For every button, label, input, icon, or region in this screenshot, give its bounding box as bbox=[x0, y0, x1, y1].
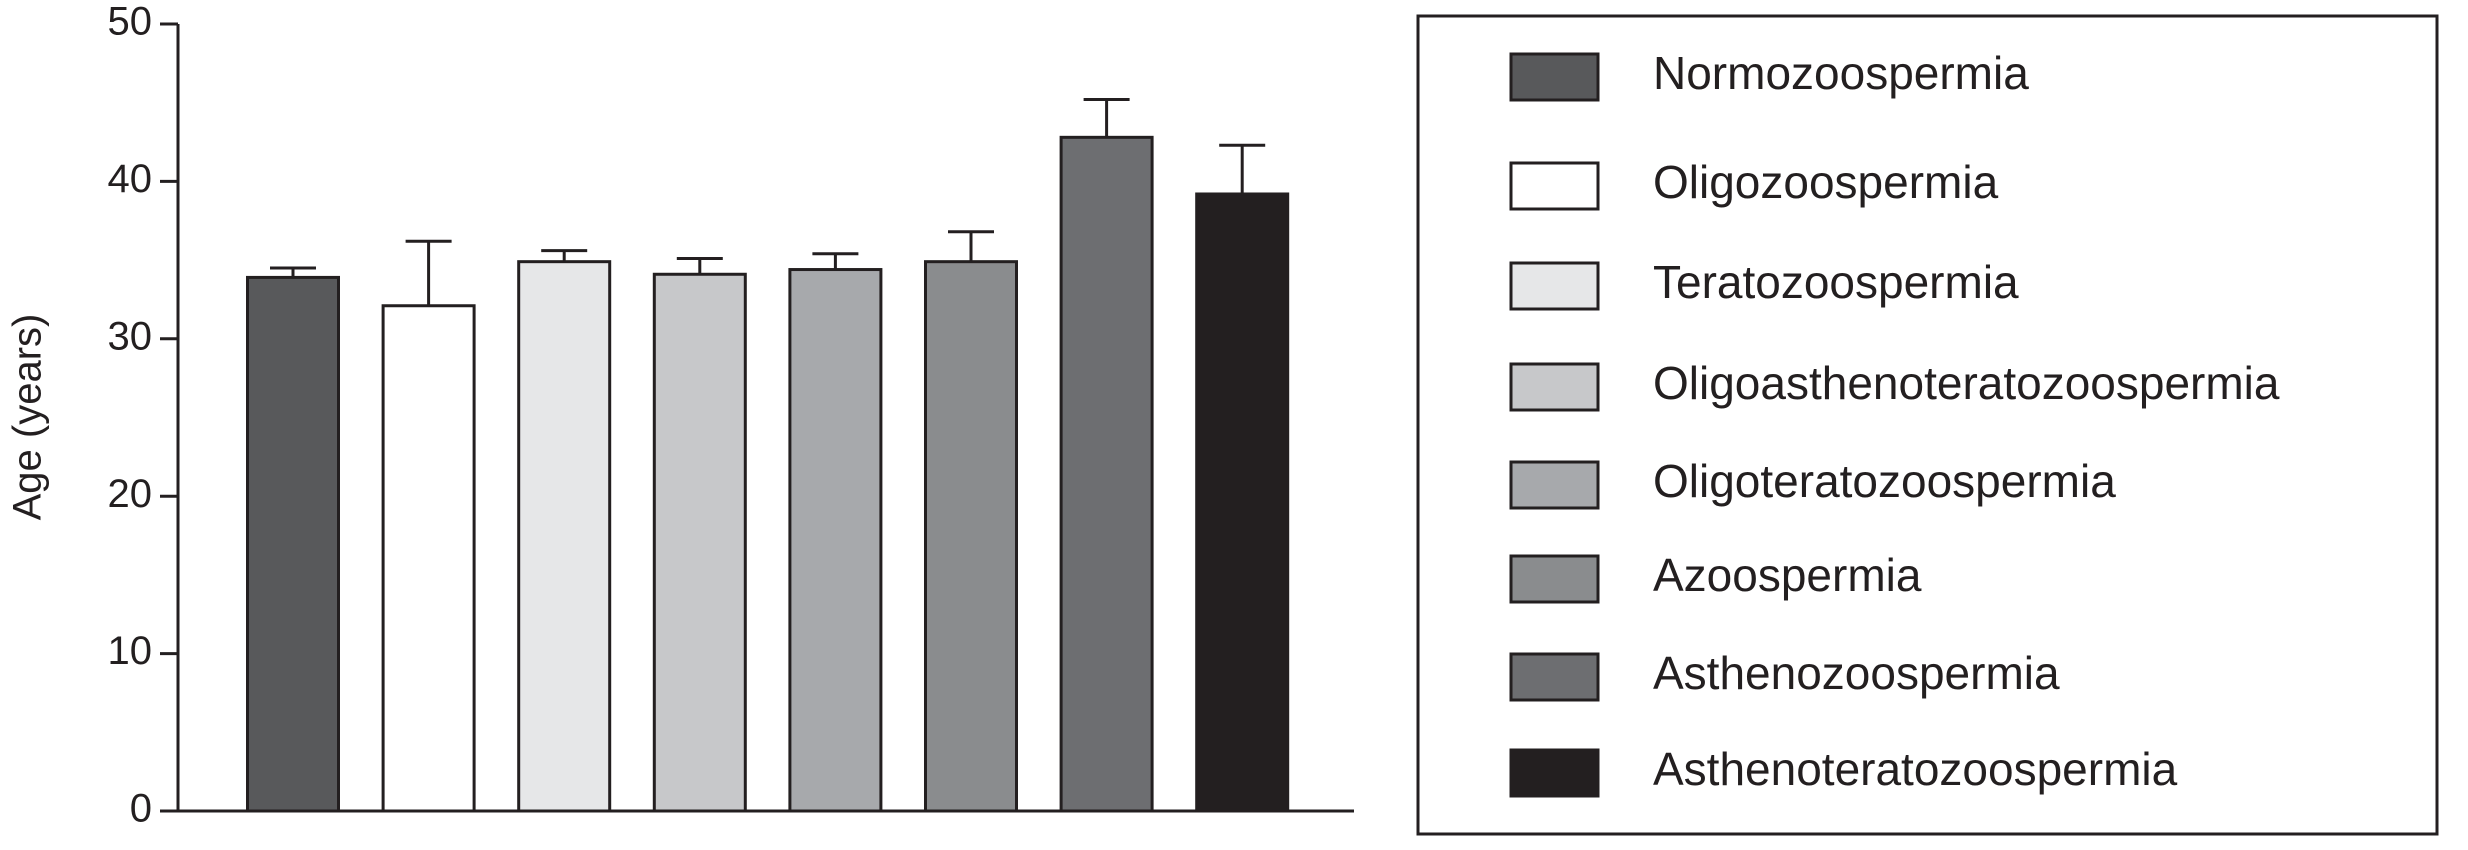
bar bbox=[517, 260, 612, 813]
bar bbox=[788, 268, 883, 813]
legend-swatch bbox=[1509, 52, 1600, 102]
legend-swatch bbox=[1509, 748, 1600, 798]
y-tick-label: 40 bbox=[108, 157, 153, 201]
bar bbox=[1059, 135, 1154, 813]
legend-label: Asthenozoospermia bbox=[1653, 647, 2060, 699]
legend-box bbox=[1416, 14, 2439, 836]
y-tick-label: 50 bbox=[108, 0, 153, 44]
y-tick-label: 20 bbox=[108, 472, 153, 516]
bar bbox=[246, 275, 340, 813]
legend-label: Azoospermia bbox=[1653, 549, 1922, 601]
bar bbox=[1195, 192, 1290, 813]
legend-label: Oligoasthenoteratozoospermia bbox=[1653, 357, 2280, 409]
legend-label: Normozoospermia bbox=[1653, 47, 2029, 99]
y-axis-label: Age (years) bbox=[6, 314, 50, 521]
y-tick-label: 30 bbox=[108, 314, 153, 358]
legend-swatch bbox=[1509, 161, 1600, 211]
legend-swatch bbox=[1509, 362, 1600, 412]
bar bbox=[381, 304, 476, 813]
legend-label: Oligoteratozoospermia bbox=[1653, 455, 2116, 507]
legend-swatch bbox=[1509, 652, 1600, 702]
legend-swatch bbox=[1509, 261, 1600, 311]
legend-label: Asthenoteratozoospermia bbox=[1653, 743, 2178, 795]
legend-swatch bbox=[1509, 460, 1600, 510]
legend-label: Teratozoospermia bbox=[1653, 256, 2019, 308]
bar bbox=[924, 260, 1018, 813]
legend-label: Oligozoospermia bbox=[1653, 156, 1999, 208]
legend-swatch bbox=[1509, 554, 1600, 604]
y-tick-label: 10 bbox=[108, 629, 153, 673]
y-tick-label: 0 bbox=[130, 787, 152, 831]
bar bbox=[652, 272, 747, 813]
